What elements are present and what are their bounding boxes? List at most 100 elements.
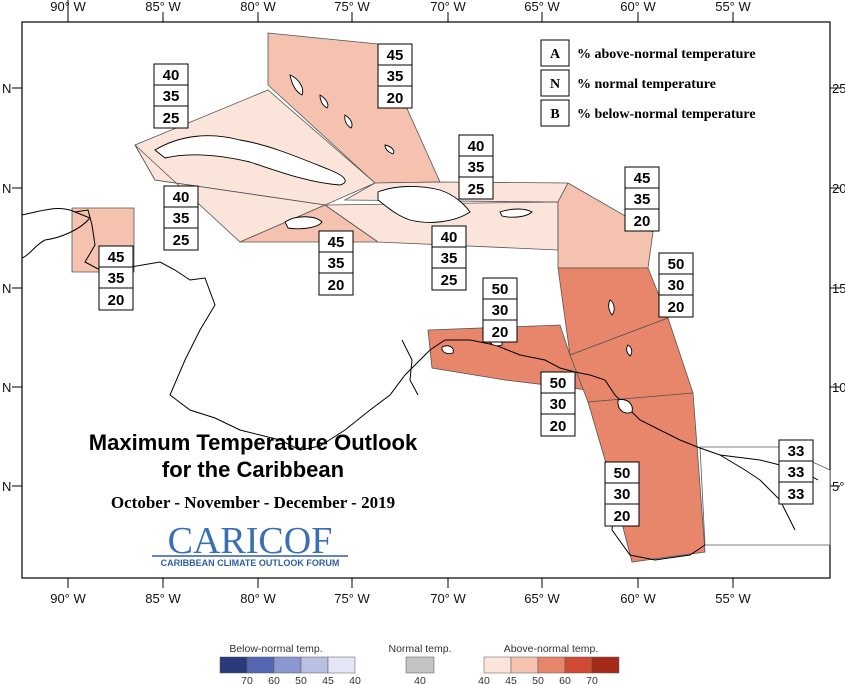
island-stlucia: [626, 344, 633, 357]
prob-above: 50: [492, 281, 509, 298]
colorbar-swatch: [219, 656, 248, 674]
lat-labels-left: N N N N N: [2, 81, 11, 494]
colorbar-swatch: [483, 656, 512, 674]
lat-label: N: [2, 181, 11, 196]
prob-above: 50: [668, 256, 685, 273]
colorbar-tick: 50: [295, 675, 307, 684]
prob-above: 33: [788, 443, 805, 460]
lat-label: 10: [832, 380, 845, 395]
island-guadeloupe: [608, 299, 615, 316]
map-title: Maximum Temperature Outlook for the Cari…: [89, 430, 418, 512]
logo-wordmark: CARICOF: [168, 520, 333, 562]
colorbar: Below-normal temp. Normal temp. Above-no…: [219, 643, 620, 684]
island-hispaniola: [377, 186, 471, 223]
lon-label: 80° W: [240, 0, 276, 14]
prob-above: 40: [441, 229, 458, 246]
colorbar-tick: 40: [478, 675, 490, 684]
colorbar-swatch: [510, 656, 539, 674]
colorbar-tick: 45: [322, 675, 334, 684]
caricof-logo: CARICOF CARIBBEAN CLIMATE OUTLOOK FORUM: [152, 520, 348, 568]
colorbar-swatch: [564, 656, 593, 674]
colorbar-swatch: [273, 656, 302, 674]
lon-label: 70° W: [430, 591, 466, 606]
islands: [154, 74, 633, 414]
prob-box-leeward: 45 35 20: [624, 166, 660, 232]
prob-above: 40: [163, 67, 180, 84]
prob-above: 40: [173, 189, 190, 206]
coast-venezuela-gulf: [401, 339, 419, 396]
prob-above: 45: [387, 47, 404, 64]
island-trinidad: [617, 399, 633, 414]
lon-label: 55° W: [715, 591, 751, 606]
lon-label: 90° W: [50, 591, 86, 606]
colorbar-swatch: [591, 656, 620, 674]
prob-box-windward: 50 30 20: [658, 252, 694, 318]
region-guianas: [587, 392, 706, 563]
colorbar-tick: 60: [559, 675, 571, 684]
colorbar-tick: 70: [241, 675, 253, 684]
prob-normal: 35: [634, 191, 651, 208]
prob-below: 25: [468, 181, 485, 198]
colorbar-above-label: Above-normal temp.: [504, 643, 599, 655]
lon-label: 80° W: [240, 591, 276, 606]
coast-south-america: [574, 371, 819, 481]
prob-below: 20: [328, 277, 345, 294]
colorbar-normal-label: Normal temp.: [388, 643, 451, 655]
island-bahamas-c: [344, 114, 353, 129]
lat-label: N: [2, 281, 11, 296]
coast-french-guiana: [719, 454, 796, 531]
key-letter-a: A: [550, 47, 561, 62]
prob-above: 45: [634, 170, 651, 187]
colorbar-tick: 60: [268, 675, 280, 684]
prob-normal: 35: [441, 250, 458, 267]
prob-below: 20: [614, 508, 631, 525]
prob-box-belize: 45 35 20: [98, 245, 134, 311]
prob-box-guianas: 50 30 20: [604, 461, 640, 527]
lon-labels-bottom: 90° W 85° W 80° W 75° W 70° W 65° W 60° …: [50, 591, 751, 606]
lat-label: 5°: [832, 479, 844, 494]
lon-label: 70° W: [430, 0, 466, 14]
lon-label: 65° W: [524, 0, 560, 14]
prob-normal: 35: [328, 255, 345, 272]
prob-normal: 35: [163, 88, 180, 105]
island-bahamas-b: [319, 94, 329, 109]
island-jamaica: [284, 216, 323, 230]
prob-above: 45: [328, 234, 345, 251]
prob-above: 40: [468, 138, 485, 155]
prob-above: 50: [550, 375, 567, 392]
colorbar-swatch: [300, 656, 329, 674]
prob-box-hispaniola-pr: 40 35 25: [431, 225, 467, 291]
prob-box-hispaniola-north: 40 35 25: [458, 134, 494, 200]
island-cuba: [154, 135, 346, 186]
lon-label: 60° W: [620, 591, 656, 606]
lon-label: 75° W: [334, 591, 370, 606]
key-text-normal: % normal temperature: [577, 77, 716, 92]
prob-box-trinidad: 50 30 20: [540, 371, 576, 437]
prob-below: 33: [788, 486, 805, 503]
logo-subtitle: CARIBBEAN CLIMATE OUTLOOK FORUM: [161, 558, 340, 568]
coast-mexico: [21, 208, 91, 259]
lon-label: 85° W: [145, 0, 181, 14]
probability-boxes: 45 35 20 40 35 25 40 35 25 45 35 20: [98, 43, 814, 527]
colorbar-swatch: [405, 656, 435, 674]
key-letter-n: N: [550, 77, 560, 92]
lat-label: 15: [832, 281, 845, 296]
colorbar-below-label: Below-normal temp.: [229, 643, 322, 655]
probability-key: A N B % above-normal temperature % norma…: [540, 39, 756, 127]
island-turks: [384, 144, 395, 155]
lat-label: N: [2, 380, 11, 395]
prob-normal: 30: [668, 277, 685, 294]
title-line1: Maximum Temperature Outlook: [89, 430, 418, 455]
prob-normal: 30: [492, 302, 509, 319]
prob-box-cuba-west: 40 35 25: [153, 63, 189, 129]
prob-normal: 35: [173, 210, 190, 227]
prob-below: 20: [492, 324, 509, 341]
prob-normal: 35: [387, 68, 404, 85]
prob-normal: 30: [550, 396, 567, 413]
prob-box-cayman: 40 35 25: [163, 185, 199, 251]
prob-below: 20: [387, 90, 404, 107]
lon-label: 85° W: [145, 591, 181, 606]
colorbar-tick: 40: [414, 675, 426, 684]
prob-below: 25: [163, 110, 180, 127]
